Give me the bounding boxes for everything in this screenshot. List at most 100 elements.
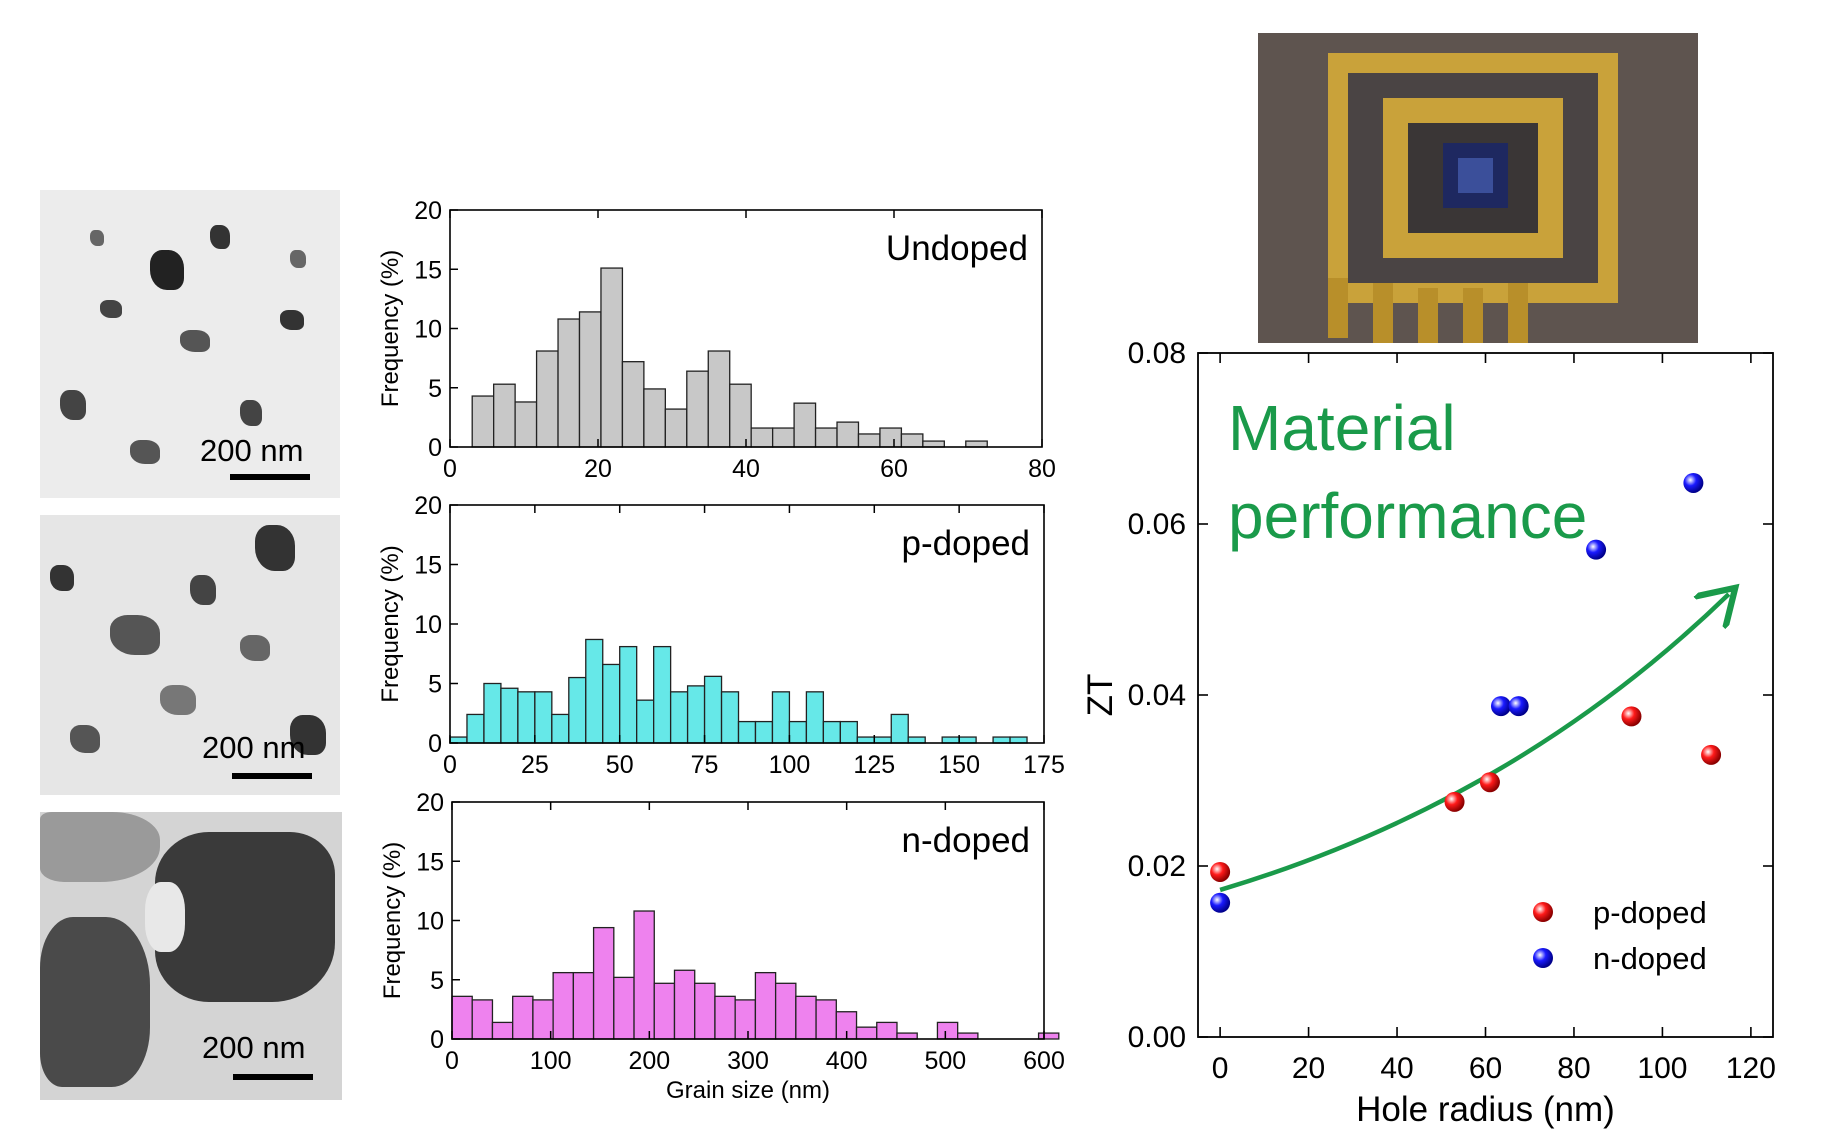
histogram-bar (965, 440, 988, 448)
grain-blob (40, 812, 160, 882)
y-tick-label: 5 (430, 967, 444, 995)
histogram-bar (491, 1021, 514, 1040)
histogram-bar (900, 433, 924, 448)
grain-blob (160, 685, 196, 715)
x-tick-label: 500 (924, 1047, 966, 1075)
histogram-bar (664, 408, 688, 448)
y-tick-label: 10 (414, 611, 442, 639)
y-tick-label: 5 (428, 375, 442, 403)
histogram-bar (653, 645, 672, 744)
y-tick-label: 10 (416, 908, 444, 936)
histogram-bar (552, 971, 575, 1040)
histogram-bar (822, 720, 841, 744)
histogram-bar (493, 383, 516, 448)
histogram-bar (1037, 1032, 1060, 1040)
histogram-bar (694, 982, 716, 1040)
y-tick-label: 20 (414, 492, 442, 520)
grain-blob (60, 390, 86, 420)
x-tick-label: 20 (1292, 1052, 1325, 1085)
y-tick-label: 0.08 (1128, 337, 1186, 370)
grain-blob (180, 330, 210, 352)
histogram-bar (557, 318, 581, 448)
histogram-bar (729, 383, 752, 448)
histogram-bar (992, 736, 1011, 744)
histogram-bar (686, 370, 709, 448)
y-tick-label: 0.04 (1128, 679, 1186, 712)
histogram-bar (613, 976, 635, 1040)
histogram-bar (686, 685, 706, 744)
grain-blob (70, 725, 100, 753)
histogram-bar (483, 682, 502, 744)
x-tick-label: 600 (1023, 1047, 1065, 1075)
x-tick-label: 100 (1637, 1052, 1687, 1085)
histogram-bar (873, 736, 892, 744)
histogram-bar (1009, 736, 1028, 744)
histogram-bar (856, 736, 875, 744)
histogram-bar (633, 910, 655, 1040)
x-tick-label: 150 (938, 751, 980, 779)
tem-image-undoped: 200 nm (40, 190, 340, 498)
histogram-bar (907, 736, 926, 744)
histogram-bar (572, 971, 595, 1040)
scatter-point-p-doped (1479, 772, 1500, 793)
x-tick-label: 100 (769, 751, 811, 779)
scale-bar (232, 773, 312, 779)
histogram-bar (879, 427, 903, 448)
chip-pins (1328, 278, 1528, 343)
y-tick-label: 0.00 (1128, 1021, 1186, 1054)
y-tick-label: 0 (430, 1026, 444, 1054)
y-tick-label: 0 (428, 730, 442, 758)
y-tick-label: 20 (414, 197, 442, 225)
x-tick-label: 60 (880, 455, 908, 483)
x-tick-label: 40 (1380, 1052, 1413, 1085)
grain-blob (150, 250, 184, 290)
x-tick-label: 60 (1469, 1052, 1502, 1085)
scatter-point-n-doped (1490, 696, 1511, 717)
y-axis-label: Frequency (%) (377, 250, 404, 407)
histogram-bar (771, 691, 791, 744)
tem-image-n-doped: 200 nm (40, 812, 342, 1100)
panel-label: Undoped (886, 229, 1028, 268)
grain-blob (90, 230, 104, 246)
histogram-bar (703, 675, 723, 744)
histogram-bar (517, 691, 536, 744)
scatter-point-n-doped (1586, 539, 1607, 560)
grain-blob (130, 440, 160, 464)
histogram-bar (857, 433, 881, 448)
histogram-bar (876, 1021, 898, 1040)
histogram-bar (449, 736, 468, 744)
y-tick-label: 15 (416, 848, 444, 876)
scale-label: 200 nm (202, 1030, 306, 1065)
histogram-bar (855, 1026, 878, 1040)
x-tick-label: 100 (530, 1047, 572, 1075)
x-tick-label: 75 (691, 751, 719, 779)
histogram-bar (600, 267, 624, 448)
grain-blob (110, 615, 160, 655)
scatter-point-p-doped (1444, 791, 1465, 812)
histogram-undoped: 0 20 40 60 80 0 5 10 15 20 Frequency (%) Undoped (377, 197, 1056, 483)
y-axis-label: ZT (1081, 674, 1120, 717)
grain-blob (155, 832, 335, 1002)
histogram-bar (534, 691, 553, 744)
histogram-bar (707, 350, 731, 448)
x-tick-label: 0 (443, 751, 457, 779)
histogram-bar (669, 691, 689, 744)
histogram-bar (814, 427, 838, 448)
histogram-bar (514, 401, 538, 448)
histogram-bar (793, 402, 817, 448)
histogram-bar (890, 713, 909, 744)
histogram-bar (466, 713, 485, 744)
histogram-bar (592, 926, 615, 1040)
y-tick-label: 0.02 (1128, 850, 1186, 883)
x-tick-label: 120 (1726, 1052, 1776, 1085)
annotation-line-2: performance (1228, 480, 1587, 552)
annotation-line-1: Material (1228, 392, 1456, 464)
grain-blob (290, 250, 306, 268)
histogram-bar (500, 687, 519, 744)
histogram-bar (619, 645, 638, 744)
histogram-bar (957, 1032, 979, 1040)
grain-blob (210, 225, 230, 249)
scale-bar (233, 1074, 313, 1080)
y-axis-label: Frequency (%) (379, 842, 406, 999)
legend-marker (1533, 902, 1553, 922)
